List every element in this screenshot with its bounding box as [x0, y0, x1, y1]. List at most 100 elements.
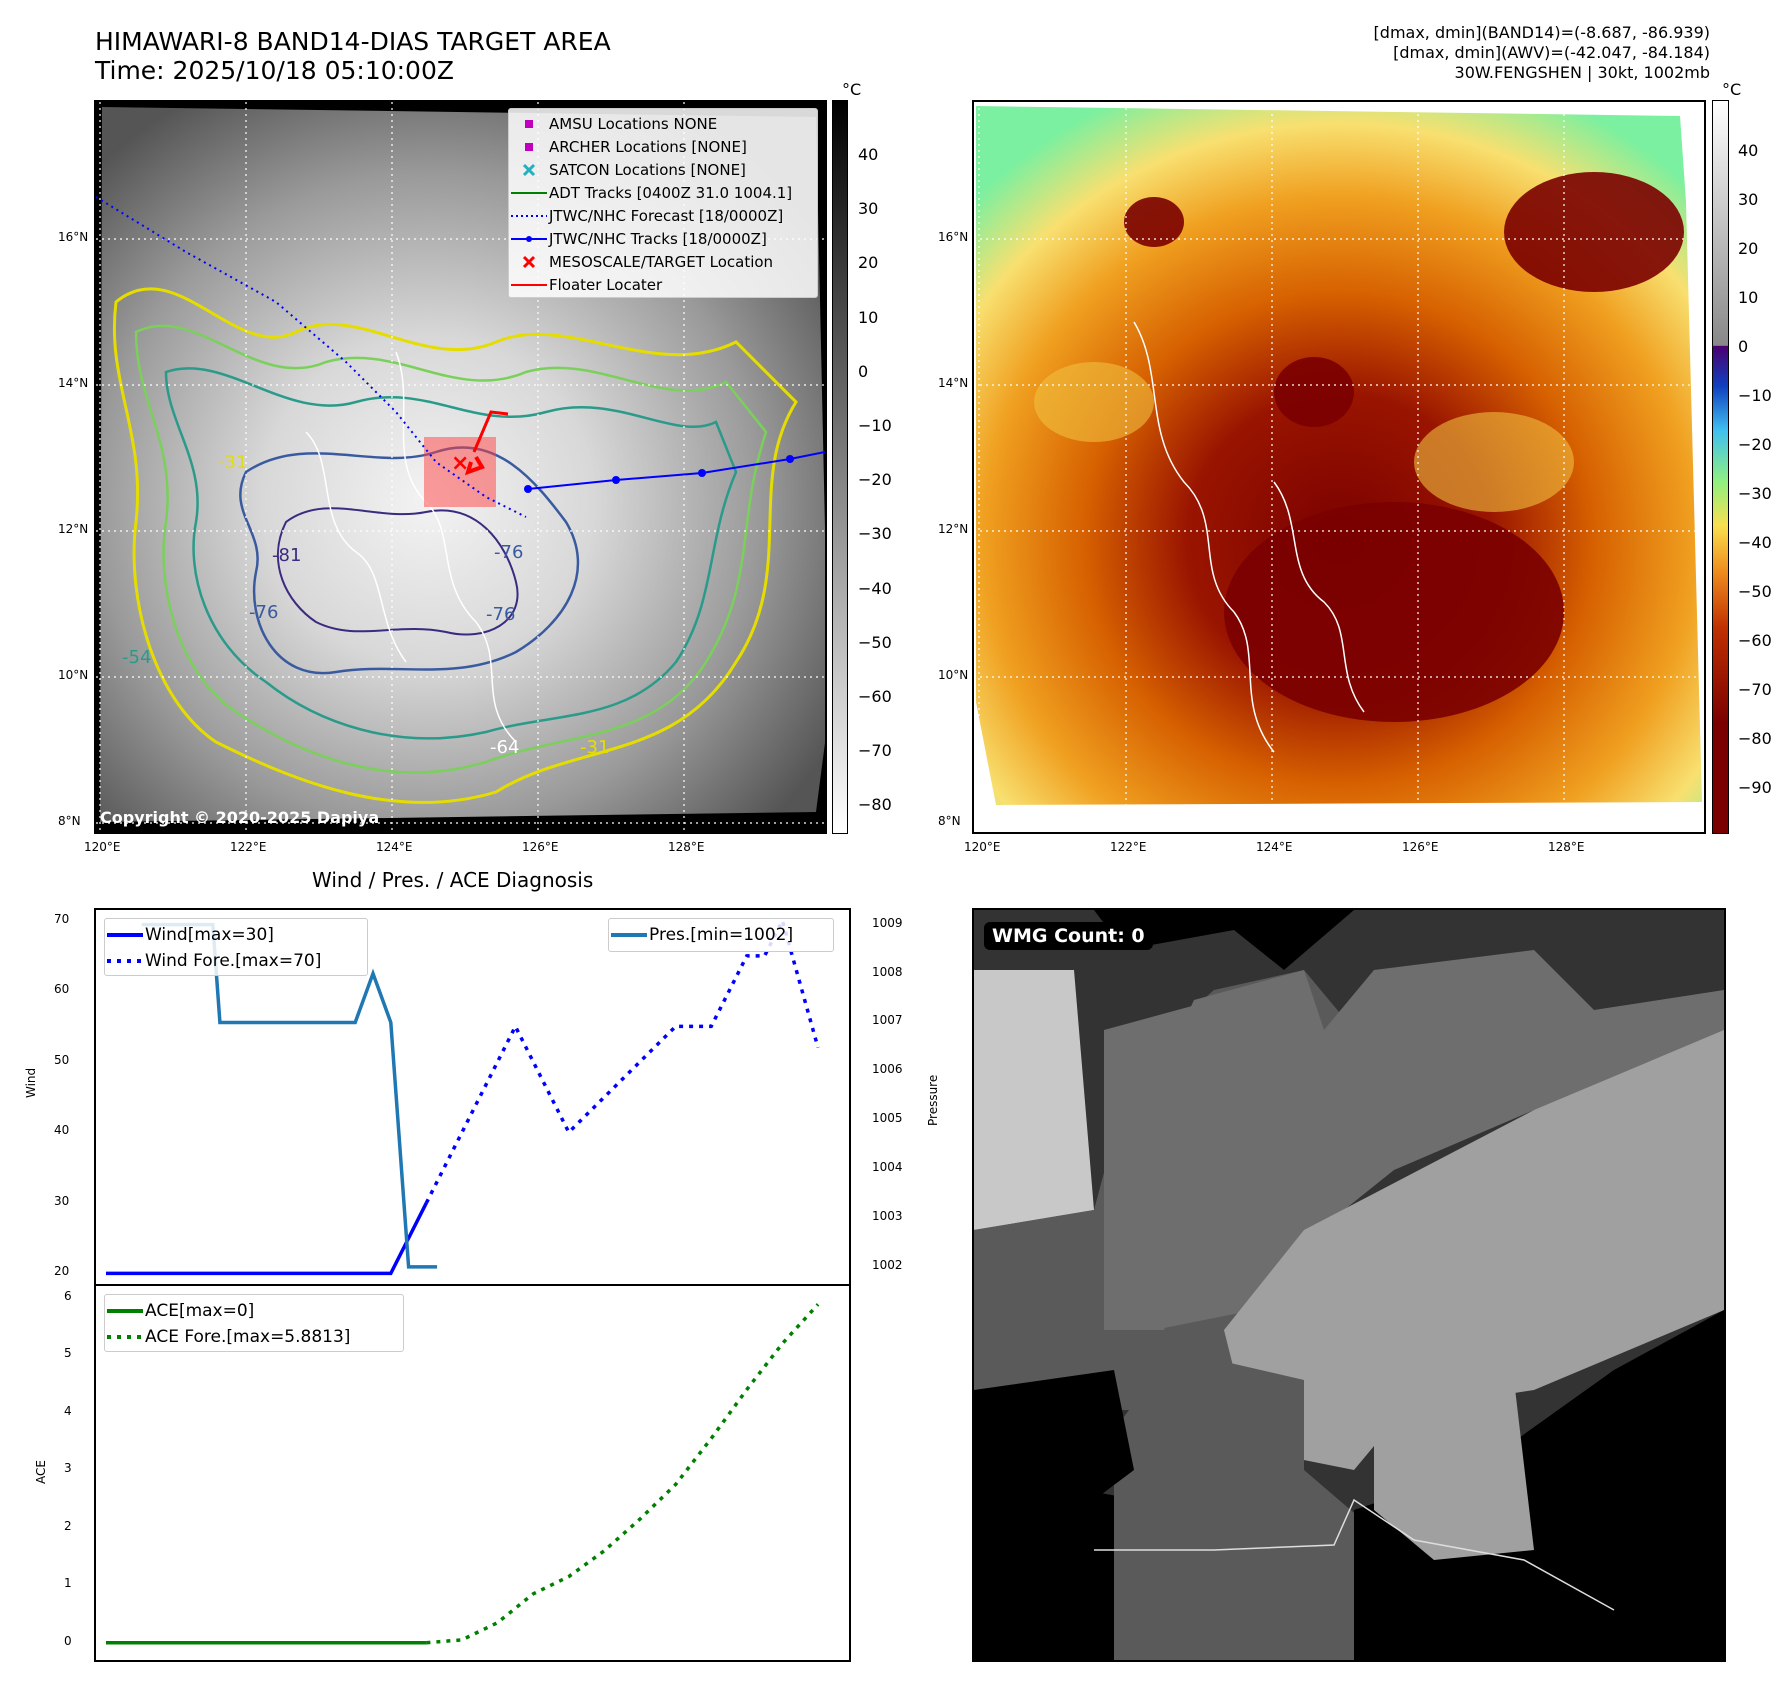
map-legend-item: JTWC/NHC Forecast [18/0000Z] [509, 204, 817, 227]
colorbar-tick-label: −90 [1738, 778, 1772, 797]
ace-plot [106, 1303, 820, 1645]
lon-tick-label: 128°E [1548, 840, 1585, 854]
contour-label: -64 [490, 737, 520, 758]
info-band14: [dmax, dmin](BAND14)=(-8.687, -86.939) [1373, 23, 1710, 42]
legend-label: SATCON Locations [NONE] [549, 160, 746, 179]
lat-tick-label: 16°N [938, 230, 969, 244]
ace-tick-label: 3 [64, 1461, 72, 1476]
colorbar-tick-label: −10 [858, 416, 892, 435]
ace-tick-label: 6 [64, 1288, 72, 1303]
wmg-image [974, 910, 1724, 1660]
legend-label: Floater Locater [549, 275, 663, 294]
legend-swatch [509, 190, 549, 196]
lon-tick-label: 126°E [1402, 840, 1439, 854]
map-legend-item: Floater Locater [509, 273, 817, 296]
colorbar-tick-label: −10 [1738, 386, 1772, 405]
lon-tick-label: 120°E [84, 840, 121, 854]
colorbar-tick-label: 0 [1738, 337, 1749, 356]
map-legend-item: JTWC/NHC Tracks [18/0000Z] [509, 227, 817, 250]
lon-tick-label: 122°E [1110, 840, 1147, 854]
colorbar-tick-label: −80 [858, 795, 892, 815]
colorbar-tick-label: −30 [1738, 484, 1772, 503]
colorbar-tick-label: 10 [1738, 288, 1759, 307]
contour-label: -31 [218, 452, 248, 473]
legend-swatch [509, 282, 549, 288]
lon-tick-label: 120°E [964, 840, 1001, 854]
series-line [106, 1202, 428, 1276]
legend-ace-forecast: ACE Fore.[max=5.8813] [145, 1327, 351, 1347]
ir-map-panel: × -76 -76 -81 -76 -54 -31 -64 -31 Copyri… [94, 100, 827, 834]
ace-tick-label: 4 [64, 1403, 72, 1418]
map-legend-item: ARCHER Locations [NONE] [509, 135, 817, 158]
colorbar-tick-label: −40 [858, 578, 892, 598]
ace-tick-label: 0 [64, 1633, 72, 1648]
contour-label: -81 [272, 545, 302, 566]
legend-label: JTWC/NHC Tracks [18/0000Z] [549, 229, 767, 248]
lon-tick-label: 122°E [230, 840, 267, 854]
colorbar-awv [1712, 100, 1729, 834]
lat-tick-label: 8°N [58, 814, 81, 828]
lat-tick-label: 14°N [938, 376, 969, 390]
colorbar-tick-label: −40 [1738, 533, 1772, 552]
series-line [424, 915, 820, 1204]
map-legend: AMSU Locations NONE ARCHER Locations [NON… [508, 108, 818, 298]
colorbar-tick-label: −70 [858, 741, 892, 761]
contour-label: -76 [249, 602, 279, 623]
lat-tick-label: 12°N [58, 522, 89, 536]
wind-tick-label: 30 [54, 1193, 70, 1208]
lon-tick-label: 124°E [376, 840, 413, 854]
colorbar-tick-label: −60 [1738, 631, 1772, 650]
wind-tick-label: 40 [54, 1123, 70, 1138]
ace-tick-label: 5 [64, 1346, 72, 1361]
contour-label: -54 [122, 647, 152, 668]
colorbar-tick-label: −30 [858, 524, 892, 544]
map-legend-item: SATCON Locations [NONE] [509, 158, 817, 181]
legend-label: ARCHER Locations [NONE] [549, 137, 747, 156]
awv-map-panel [972, 100, 1706, 834]
contour-label: -76 [494, 542, 524, 563]
legend-label: JTWC/NHC Forecast [18/0000Z] [549, 206, 784, 225]
ace-tick-label: 1 [64, 1576, 72, 1591]
ace-panel: ACE[max=0] ACE Fore.[max=5.8813] [94, 1284, 851, 1662]
colorbar-tick-label: 0 [858, 361, 869, 381]
colorbar-tick-label: −80 [1738, 729, 1772, 748]
lat-tick-label: 14°N [58, 376, 89, 390]
colorbar-tick-label: 20 [858, 253, 879, 273]
awv-map-image [974, 102, 1704, 832]
legend-ace: ACE[max=0] [145, 1301, 255, 1321]
pressure-tick-label: 1003 [872, 1209, 903, 1223]
contour-label: -31 [580, 737, 610, 758]
lon-tick-label: 126°E [522, 840, 559, 854]
colorbar-tick-label: −50 [858, 632, 892, 652]
lat-tick-label: 8°N [938, 814, 961, 828]
wind-tick-label: 70 [54, 911, 70, 926]
wind-ylabel: Wind [24, 1067, 38, 1098]
lat-tick-label: 10°N [58, 668, 89, 682]
contour-label: -76 [486, 604, 516, 625]
wmg-count-badge: WMG Count: 0 [984, 922, 1153, 950]
colorbar-tick-label: 40 [1738, 141, 1759, 160]
pressure-tick-label: 1006 [872, 1062, 903, 1077]
svg-text:×: × [451, 451, 469, 476]
legend-wind-forecast: Wind Fore.[max=70] [145, 951, 322, 971]
lat-tick-label: 16°N [58, 230, 89, 244]
map-legend-item: ADT Tracks [0400Z 31.0 1004.1] [509, 181, 817, 204]
ace-tick-label: 2 [64, 1518, 72, 1533]
copyright-text: Copyright © 2020-2025 Dapiya [100, 808, 380, 827]
pressure-tick-label: 1002 [872, 1257, 903, 1272]
colorbar-tick-label: 30 [1738, 190, 1759, 209]
legend-swatch [509, 213, 549, 219]
figure-title: HIMAWARI-8 BAND14-DIAS TARGET AREA [95, 27, 611, 56]
pressure-tick-label: 1007 [872, 1013, 903, 1028]
legend-label: ADT Tracks [0400Z 31.0 1004.1] [549, 183, 793, 202]
colorbar-tick-label: −50 [1738, 582, 1772, 601]
info-storm: 30W.FENGSHEN | 30kt, 1002mb [1454, 63, 1710, 82]
pressure-ylabel: Pressure [926, 1074, 940, 1126]
colorbar-tick-label: 40 [858, 145, 879, 164]
colorbar-tick-label: −60 [858, 687, 892, 706]
legend-swatch [509, 235, 549, 243]
legend-swatch [509, 163, 549, 177]
legend-swatch [509, 255, 549, 269]
lon-tick-label: 124°E [1256, 840, 1293, 854]
colorbar-ir-unit: °C [842, 80, 862, 99]
